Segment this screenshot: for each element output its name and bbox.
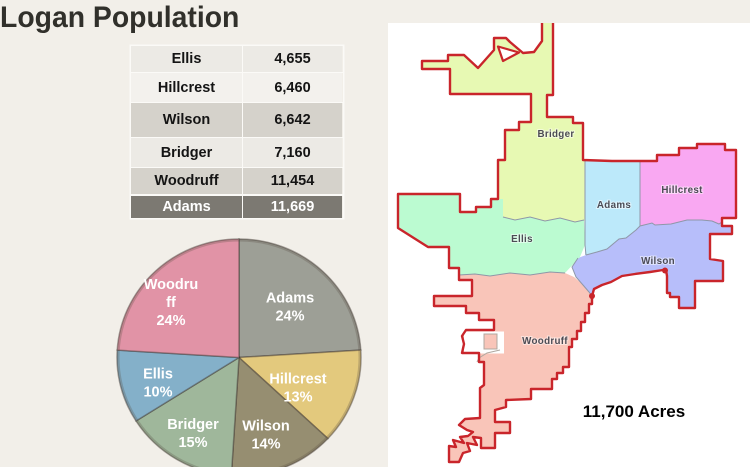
svg-text:Hillcrest: Hillcrest (661, 185, 703, 196)
svg-text:Adams: Adams (266, 291, 314, 307)
svg-text:Ellis: Ellis (143, 367, 173, 383)
svg-text:13%: 13% (283, 390, 312, 406)
svg-text:Wilson: Wilson (242, 419, 289, 435)
svg-text:15%: 15% (178, 435, 207, 451)
svg-text:Woodruff: Woodruff (522, 336, 568, 347)
svg-text:14%: 14% (251, 437, 280, 453)
svg-text:Hillcrest: Hillcrest (269, 372, 326, 388)
svg-text:Adams: Adams (597, 200, 631, 211)
svg-text:24%: 24% (275, 309, 304, 325)
svg-text:24%: 24% (156, 313, 185, 329)
svg-text:Wilson: Wilson (641, 256, 675, 267)
svg-text:Ellis: Ellis (511, 234, 533, 245)
svg-text:Bridger: Bridger (538, 129, 575, 140)
svg-text:10%: 10% (143, 385, 172, 401)
svg-text:Woodru: Woodru (144, 277, 199, 293)
svg-text:Bridger: Bridger (167, 417, 219, 433)
svg-text:ff: ff (166, 295, 176, 311)
